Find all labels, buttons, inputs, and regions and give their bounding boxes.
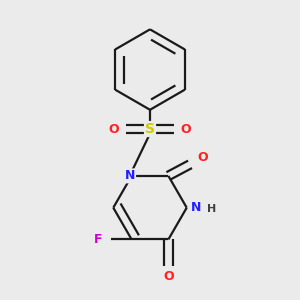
Text: O: O [181,122,191,136]
Text: O: O [109,122,119,136]
Text: O: O [163,270,174,284]
Text: S: S [145,122,155,136]
Text: O: O [197,151,208,164]
Text: H: H [207,204,216,214]
Text: N: N [191,201,201,214]
Text: N: N [125,169,135,182]
Text: F: F [94,233,102,246]
